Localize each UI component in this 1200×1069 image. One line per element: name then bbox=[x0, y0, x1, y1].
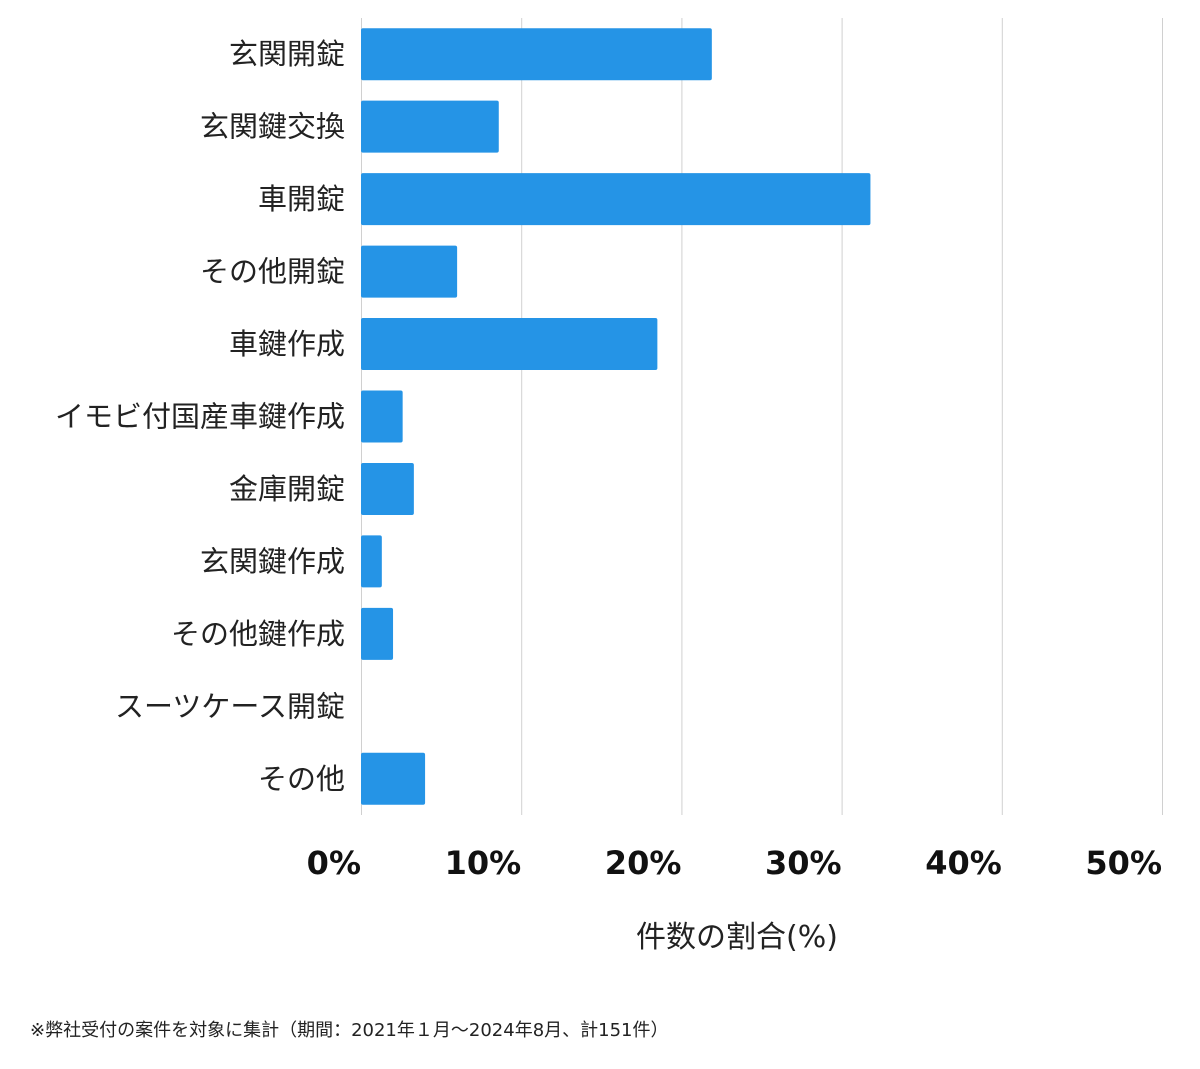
bar bbox=[361, 607, 394, 660]
bars bbox=[361, 28, 871, 805]
tick-label: 10% bbox=[445, 844, 522, 882]
tick-labels: 0% 10% 20% 30% 40% 50% bbox=[307, 844, 1162, 882]
tick-label: 50% bbox=[1085, 844, 1162, 882]
tick-label: 40% bbox=[925, 844, 1002, 882]
category-label: その他開錠 bbox=[200, 255, 345, 289]
bar bbox=[361, 173, 871, 226]
bar bbox=[361, 245, 458, 298]
gridlines bbox=[361, 18, 1163, 815]
category-label: その他 bbox=[258, 762, 345, 796]
category-label: スーツケース開錠 bbox=[115, 689, 345, 723]
bar-chart: 玄関開錠玄関鍵交換車開錠その他開錠車鍵作成イモビ付国産車鍵作成金庫開錠玄関鍵作成… bbox=[55, 18, 1163, 955]
category-label: その他鍵作成 bbox=[171, 617, 345, 651]
bar bbox=[361, 318, 658, 371]
bar bbox=[361, 100, 499, 153]
category-label: 玄関鍵交換 bbox=[200, 110, 345, 144]
category-label: 車鍵作成 bbox=[229, 327, 345, 361]
tick-label: 30% bbox=[765, 844, 842, 882]
category-label: 金庫開錠 bbox=[229, 472, 345, 506]
category-label: 車開錠 bbox=[258, 182, 345, 216]
x-axis-label: 件数の割合(%) bbox=[636, 920, 838, 955]
footnote: ※弊社受付の案件を対象に集計（期間：2021年１月〜2024年8月、計151件） bbox=[30, 1020, 669, 1041]
bar bbox=[361, 390, 403, 443]
bar bbox=[361, 752, 426, 805]
bar bbox=[361, 462, 414, 515]
category-labels: 玄関開錠玄関鍵交換車開錠その他開錠車鍵作成イモビ付国産車鍵作成金庫開錠玄関鍵作成… bbox=[55, 37, 345, 796]
category-label: イモビ付国産車鍵作成 bbox=[55, 400, 345, 434]
bar bbox=[361, 535, 382, 588]
category-label: 玄関開錠 bbox=[229, 37, 345, 71]
tick-label: 0% bbox=[307, 844, 361, 882]
bar bbox=[361, 28, 712, 81]
tick-label: 20% bbox=[605, 844, 682, 882]
category-label: 玄関鍵作成 bbox=[200, 544, 345, 578]
